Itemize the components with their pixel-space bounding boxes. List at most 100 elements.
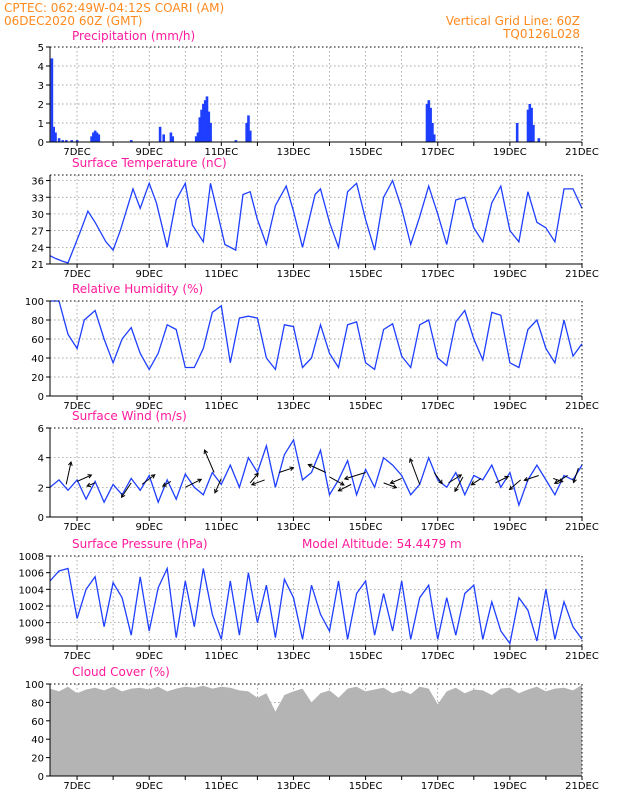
x-tick-label: 21DEC <box>565 269 599 280</box>
y-tick-label: 2 <box>38 100 44 111</box>
precip-bar <box>537 138 541 142</box>
wind-vector-head <box>337 487 343 492</box>
x-tick-label: 17DEC <box>421 269 455 280</box>
y-tick-label: 80 <box>31 316 44 327</box>
wind-vector-head <box>161 482 167 487</box>
precip-bar <box>234 140 238 142</box>
wind-vector <box>390 477 402 484</box>
precip-bar <box>432 134 436 142</box>
x-tick-label: 15DEC <box>349 401 383 412</box>
wind-vector-head <box>307 463 313 468</box>
x-tick-label: 11DEC <box>204 522 238 533</box>
x-tick-label: 13DEC <box>277 401 311 412</box>
y-tick-label: 4 <box>38 454 44 465</box>
x-tick-label: 17DEC <box>421 147 455 158</box>
y-tick-label: 2 <box>38 483 44 494</box>
precip-bar <box>425 104 429 142</box>
wind-vector-head <box>523 476 529 482</box>
x-tick-label: 13DEC <box>277 147 311 158</box>
wind-vector <box>554 475 568 484</box>
wind-vector-head <box>68 460 73 466</box>
wind-vector-head <box>572 478 577 484</box>
x-tick-label: 7DEC <box>63 522 90 533</box>
wind-vector <box>471 478 482 486</box>
precip-bar <box>194 136 198 142</box>
x-tick-label: 15DEC <box>349 781 383 792</box>
precip-bar <box>61 140 65 142</box>
wind-vector <box>338 483 352 492</box>
series-line <box>49 566 583 646</box>
precip-bar <box>209 123 212 142</box>
x-tick-label: 7DEC <box>63 269 90 280</box>
series-line <box>50 300 583 371</box>
y-tick-label: 30 <box>31 210 44 221</box>
precip-bar <box>75 140 79 142</box>
wind-vector-head <box>339 481 345 486</box>
precip-bar <box>57 138 61 142</box>
x-tick-label: 13DEC <box>277 651 311 662</box>
precip-bar <box>248 130 252 142</box>
precip-bar <box>54 132 57 142</box>
panel-title: Surface Pressure (hPa) <box>72 537 208 551</box>
wind-vector <box>573 467 579 483</box>
panel-title: Precipitation (mm/h) <box>72 29 195 43</box>
precip-bar <box>65 140 68 142</box>
wind-vector-head <box>203 449 208 455</box>
precip-bar <box>171 136 175 142</box>
precip-bar <box>528 104 532 142</box>
wind-vector-head <box>454 487 459 493</box>
wind-vector <box>121 482 132 498</box>
precip-bar <box>526 109 530 142</box>
wind-vector <box>65 461 72 485</box>
x-tick-label: 9DEC <box>135 147 162 158</box>
panel-6: 0 20 40 60 80 100 7DEC 9DEC 11DEC 13DEC 15DEC 17DEC… <box>25 665 599 792</box>
precip-bar <box>158 126 162 142</box>
x-tick-label: 11DEC <box>204 781 238 792</box>
x-tick-label: 19DEC <box>493 147 527 158</box>
header-model-code: TQ0126L028 <box>502 27 580 41</box>
precip-bar <box>90 136 93 142</box>
precip-bar <box>162 134 166 142</box>
x-tick-label: 13DEC <box>277 269 311 280</box>
y-tick-label: 1008 <box>19 552 44 563</box>
x-tick-label: 15DEC <box>349 651 383 662</box>
precip-bar <box>245 123 248 142</box>
y-tick-label: 24 <box>31 243 44 254</box>
precip-bar <box>52 126 56 142</box>
precip-bar <box>532 124 535 142</box>
wind-vector <box>214 478 222 494</box>
y-tick-label: 60 <box>31 717 44 728</box>
x-tick-label: 19DEC <box>493 401 527 412</box>
x-tick-label: 11DEC <box>204 401 238 412</box>
y-tick-label: 27 <box>31 227 44 238</box>
wind-vector <box>509 479 522 490</box>
wind-vector-head <box>389 479 395 485</box>
y-tick-label: 36 <box>31 177 44 188</box>
wind-vector-head <box>197 478 203 483</box>
y-tick-label: 998 <box>25 635 44 646</box>
wind-vector-head <box>470 481 476 486</box>
panel-2: 21 24 27 30 33 36 7DEC 9DEC 11DEC 13DEC 15DEC 17DEC… <box>31 156 599 280</box>
x-tick-label: 19DEC <box>493 651 527 662</box>
y-tick-label: 4 <box>38 62 44 73</box>
x-tick-label: 13DEC <box>277 522 311 533</box>
wind-vector <box>251 479 265 486</box>
x-tick-label: 11DEC <box>204 147 238 158</box>
y-tick-label: 3 <box>38 81 44 92</box>
x-tick-label: 21DEC <box>565 401 599 412</box>
y-tick-label: 0 <box>38 513 44 524</box>
precip-bar <box>198 117 202 142</box>
y-tick-label: 5 <box>38 43 44 54</box>
wind-vector-head <box>553 479 559 485</box>
y-tick-label: 0 <box>38 772 44 783</box>
x-tick-label: 9DEC <box>135 269 162 280</box>
panel-3: 0 20 40 60 80 100 7DEC 9DEC 11DEC 13DEC 15DEC 17DEC… <box>25 282 599 412</box>
wind-vector-head <box>343 475 349 481</box>
x-tick-label: 19DEC <box>493 781 527 792</box>
y-tick-label: 20 <box>31 754 44 765</box>
wind-vector-head <box>504 475 510 481</box>
wind-vector-head <box>438 479 443 485</box>
wind-vector-head <box>508 485 514 491</box>
x-tick-label: 15DEC <box>349 147 383 158</box>
